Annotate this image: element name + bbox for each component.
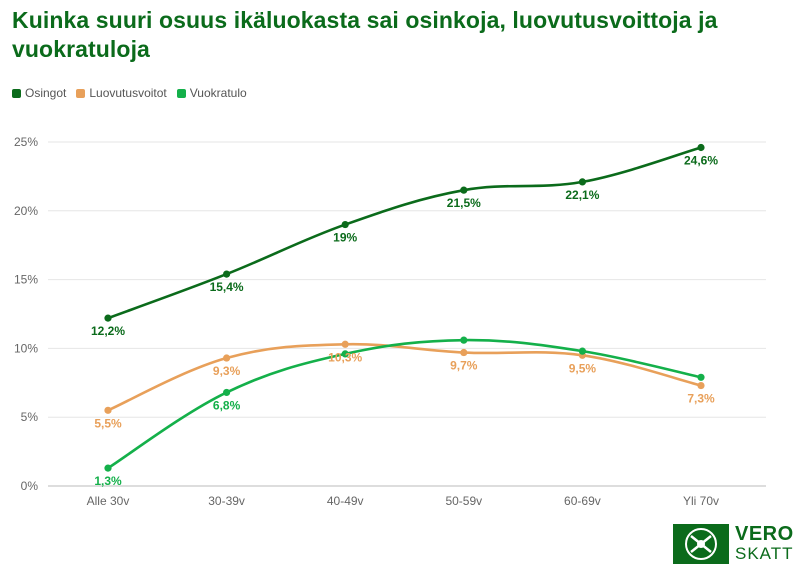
chart-title: Kuinka suuri osuus ikäluokasta sai osink… xyxy=(12,7,718,62)
data-label-osingot: 21,5% xyxy=(447,196,481,210)
data-label-osingot: 22,1% xyxy=(565,188,599,202)
legend-swatch-vuokratulo xyxy=(176,88,186,98)
y-tick-label: 25% xyxy=(14,135,38,149)
logo-text-vero: VERO xyxy=(735,523,794,545)
data-point-osingot xyxy=(104,314,112,322)
x-tick-label: 40-49v xyxy=(327,494,364,508)
y-tick-label: 5% xyxy=(21,410,39,424)
data-point-osingot xyxy=(341,220,349,229)
logo-text-skatt: SKATT xyxy=(735,544,794,563)
x-tick-label: Yli 70v xyxy=(683,494,719,508)
y-tick-label: 15% xyxy=(14,273,38,287)
series-line-luovutusvoitot xyxy=(106,342,703,412)
data-label-luovutusvoitot: 5,5% xyxy=(94,416,122,430)
legend-item-luovutusvoitot[interactable]: Luovutusvoitot xyxy=(76,86,167,100)
data-label-vuokratulo: 1,3% xyxy=(94,474,122,488)
data-label-osingot: 19% xyxy=(333,231,357,245)
data-point-vuokratulo xyxy=(697,373,705,381)
legend-swatch-osingot xyxy=(12,88,21,98)
data-point-vuokratulo xyxy=(104,464,112,472)
data-label-osingot: 24,6% xyxy=(684,154,718,168)
data-label-luovutusvoitot: 9,7% xyxy=(450,359,478,373)
data-label-luovutusvoitot: 9,5% xyxy=(569,361,597,375)
x-tick-label: 50-59v xyxy=(445,494,482,508)
data-point-luovutusvoitot xyxy=(341,340,349,348)
legend: Osingot Luovutusvoitot Vuokratulo xyxy=(12,86,247,100)
x-tick-label: 30-39v xyxy=(208,494,245,508)
data-point-osingot xyxy=(460,186,468,194)
data-point-osingot xyxy=(223,270,231,278)
legend-swatch-luovutusvoitot xyxy=(76,88,86,98)
vero-skatt-logo: VERO SKATT xyxy=(671,522,794,566)
data-point-luovutusvoitot xyxy=(223,354,231,362)
data-label-osingot: 12,2% xyxy=(91,324,125,338)
legend-item-osingot[interactable]: Osingot xyxy=(12,86,66,100)
data-point-vuokratulo xyxy=(460,336,468,344)
data-label-luovutusvoitot: 7,3% xyxy=(687,392,715,406)
y-tick-label: 10% xyxy=(14,341,38,355)
legend-item-vuokratulo[interactable]: Vuokratulo xyxy=(176,86,247,100)
data-point-luovutusvoitot xyxy=(104,406,112,414)
legend-label-luovutusvoitot: Luovutusvoitot xyxy=(89,86,167,100)
data-point-vuokratulo xyxy=(341,350,349,358)
series-line-vuokratulo xyxy=(106,338,703,470)
legend-label-osingot: Osingot xyxy=(25,86,67,100)
data-point-luovutusvoitot xyxy=(460,348,468,357)
data-point-vuokratulo xyxy=(223,388,231,397)
data-point-osingot xyxy=(578,178,587,186)
series-line-osingot xyxy=(106,146,703,320)
y-tick-label: 20% xyxy=(14,204,38,218)
legend-label-vuokratulo: Vuokratulo xyxy=(189,86,247,100)
data-label-vuokratulo: 6,8% xyxy=(213,398,241,412)
data-label-osingot: 15,4% xyxy=(210,280,244,294)
data-label-luovutusvoitot: 10,3% xyxy=(328,350,362,364)
data-point-osingot xyxy=(697,143,705,152)
x-tick-label: 60-69v xyxy=(564,494,601,508)
x-tick-label: Alle 30v xyxy=(87,494,130,508)
data-point-vuokratulo xyxy=(578,347,587,355)
data-label-luovutusvoitot: 9,3% xyxy=(213,364,241,378)
y-tick-label: 0% xyxy=(21,479,39,493)
data-point-luovutusvoitot xyxy=(697,381,705,390)
logo-emblem-icon xyxy=(673,524,729,564)
